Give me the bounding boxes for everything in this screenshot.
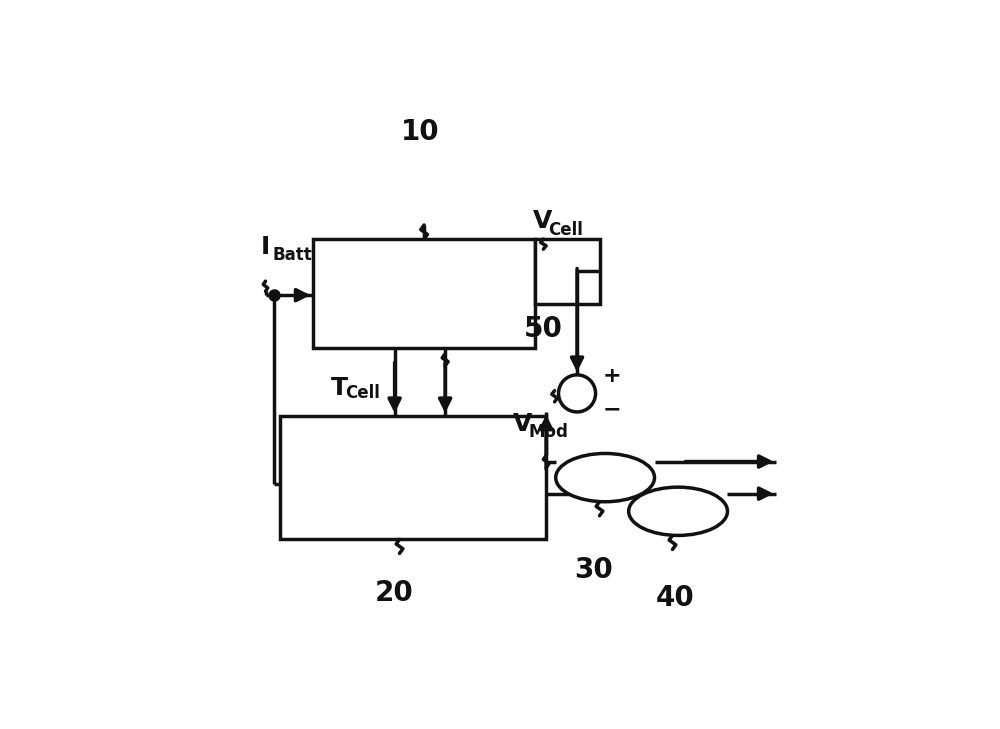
Text: 10: 10 [401,118,439,147]
Text: 30: 30 [575,556,613,584]
Bar [535,239,600,303]
Text: $\mathbf{V}$: $\mathbf{V}$ [512,411,534,435]
Text: 20: 20 [375,579,414,607]
Text: $\mathbf{I}$: $\mathbf{I}$ [260,235,269,259]
Text: Mod: Mod [528,423,568,441]
Text: $\mathbf{T}$: $\mathbf{T}$ [330,375,349,399]
Text: +: + [602,366,621,386]
Ellipse shape [556,453,655,502]
Text: 40: 40 [656,585,695,612]
Text: Cell: Cell [548,221,583,239]
Text: 50: 50 [524,315,563,343]
Bar [313,239,535,348]
Bar [280,416,546,539]
Text: Cell: Cell [345,384,380,402]
Text: −: − [602,400,621,420]
Text: Batt: Batt [273,246,313,265]
Text: $\mathbf{V}$: $\mathbf{V}$ [532,209,553,233]
Ellipse shape [629,487,727,535]
Circle shape [559,375,596,412]
